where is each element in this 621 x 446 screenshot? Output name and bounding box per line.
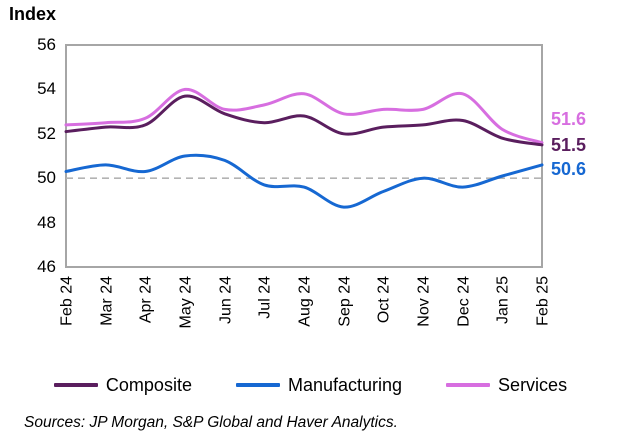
x-axis-tick-label: Apr 24 bbox=[137, 276, 155, 324]
y-axis-tick-label: 52 bbox=[37, 123, 56, 143]
plot-frame bbox=[65, 44, 543, 268]
x-axis-tick-label: Feb 24 bbox=[58, 276, 76, 326]
x-axis-tick-label: Nov 24 bbox=[415, 276, 433, 327]
composite-line bbox=[64, 94, 544, 147]
x-axis-tick-label: Jul 24 bbox=[256, 276, 274, 319]
composite-line-swatch-icon bbox=[53, 383, 98, 387]
manufacturing-line bbox=[64, 153, 544, 209]
x-axis-tick-label: Jun 24 bbox=[217, 276, 235, 325]
x-axis-tick-label: Sep 24 bbox=[336, 276, 354, 327]
x-axis-tick-label: Feb 25 bbox=[534, 276, 552, 326]
manufacturing-line-swatch-icon bbox=[235, 383, 280, 387]
services-line-swatch-icon bbox=[446, 383, 491, 387]
x-axis-tick-label: Mar 24 bbox=[98, 276, 116, 326]
y-axis-tick-label: 56 bbox=[37, 35, 56, 54]
y-axis-tick-label: 54 bbox=[37, 79, 56, 99]
chart-title: Index bbox=[9, 4, 57, 24]
legend-label: Composite bbox=[105, 374, 192, 395]
manufacturing-end-value: 50.6 bbox=[551, 158, 587, 179]
y-axis-tick-label: 46 bbox=[37, 257, 56, 276]
x-axis-tick-label: May 24 bbox=[177, 276, 195, 329]
sources-note: Sources: JP Morgan, S&P Global and Haver… bbox=[24, 414, 398, 431]
y-axis-tick-label: 48 bbox=[37, 212, 56, 232]
legend: Composite Manufacturing Services bbox=[0, 371, 621, 399]
legend-item-composite: Composite bbox=[53, 374, 192, 396]
services-end-value: 51.6 bbox=[551, 108, 587, 129]
composite-end-value: 51.5 bbox=[551, 134, 587, 155]
y-axis-tick-label: 50 bbox=[37, 168, 56, 188]
legend-label: Manufacturing bbox=[287, 374, 403, 395]
x-axis-tick-label: Oct 24 bbox=[375, 276, 393, 324]
services-line bbox=[64, 87, 544, 145]
x-axis-tick-label: Jan 25 bbox=[494, 276, 512, 325]
x-axis-tick-label: Aug 24 bbox=[296, 276, 314, 327]
legend-item-services: Services bbox=[446, 375, 567, 396]
legend-label: Services bbox=[498, 374, 568, 395]
legend-item-manufacturing: Manufacturing bbox=[235, 374, 403, 396]
x-axis-tick-label: Dec 24 bbox=[455, 276, 473, 327]
